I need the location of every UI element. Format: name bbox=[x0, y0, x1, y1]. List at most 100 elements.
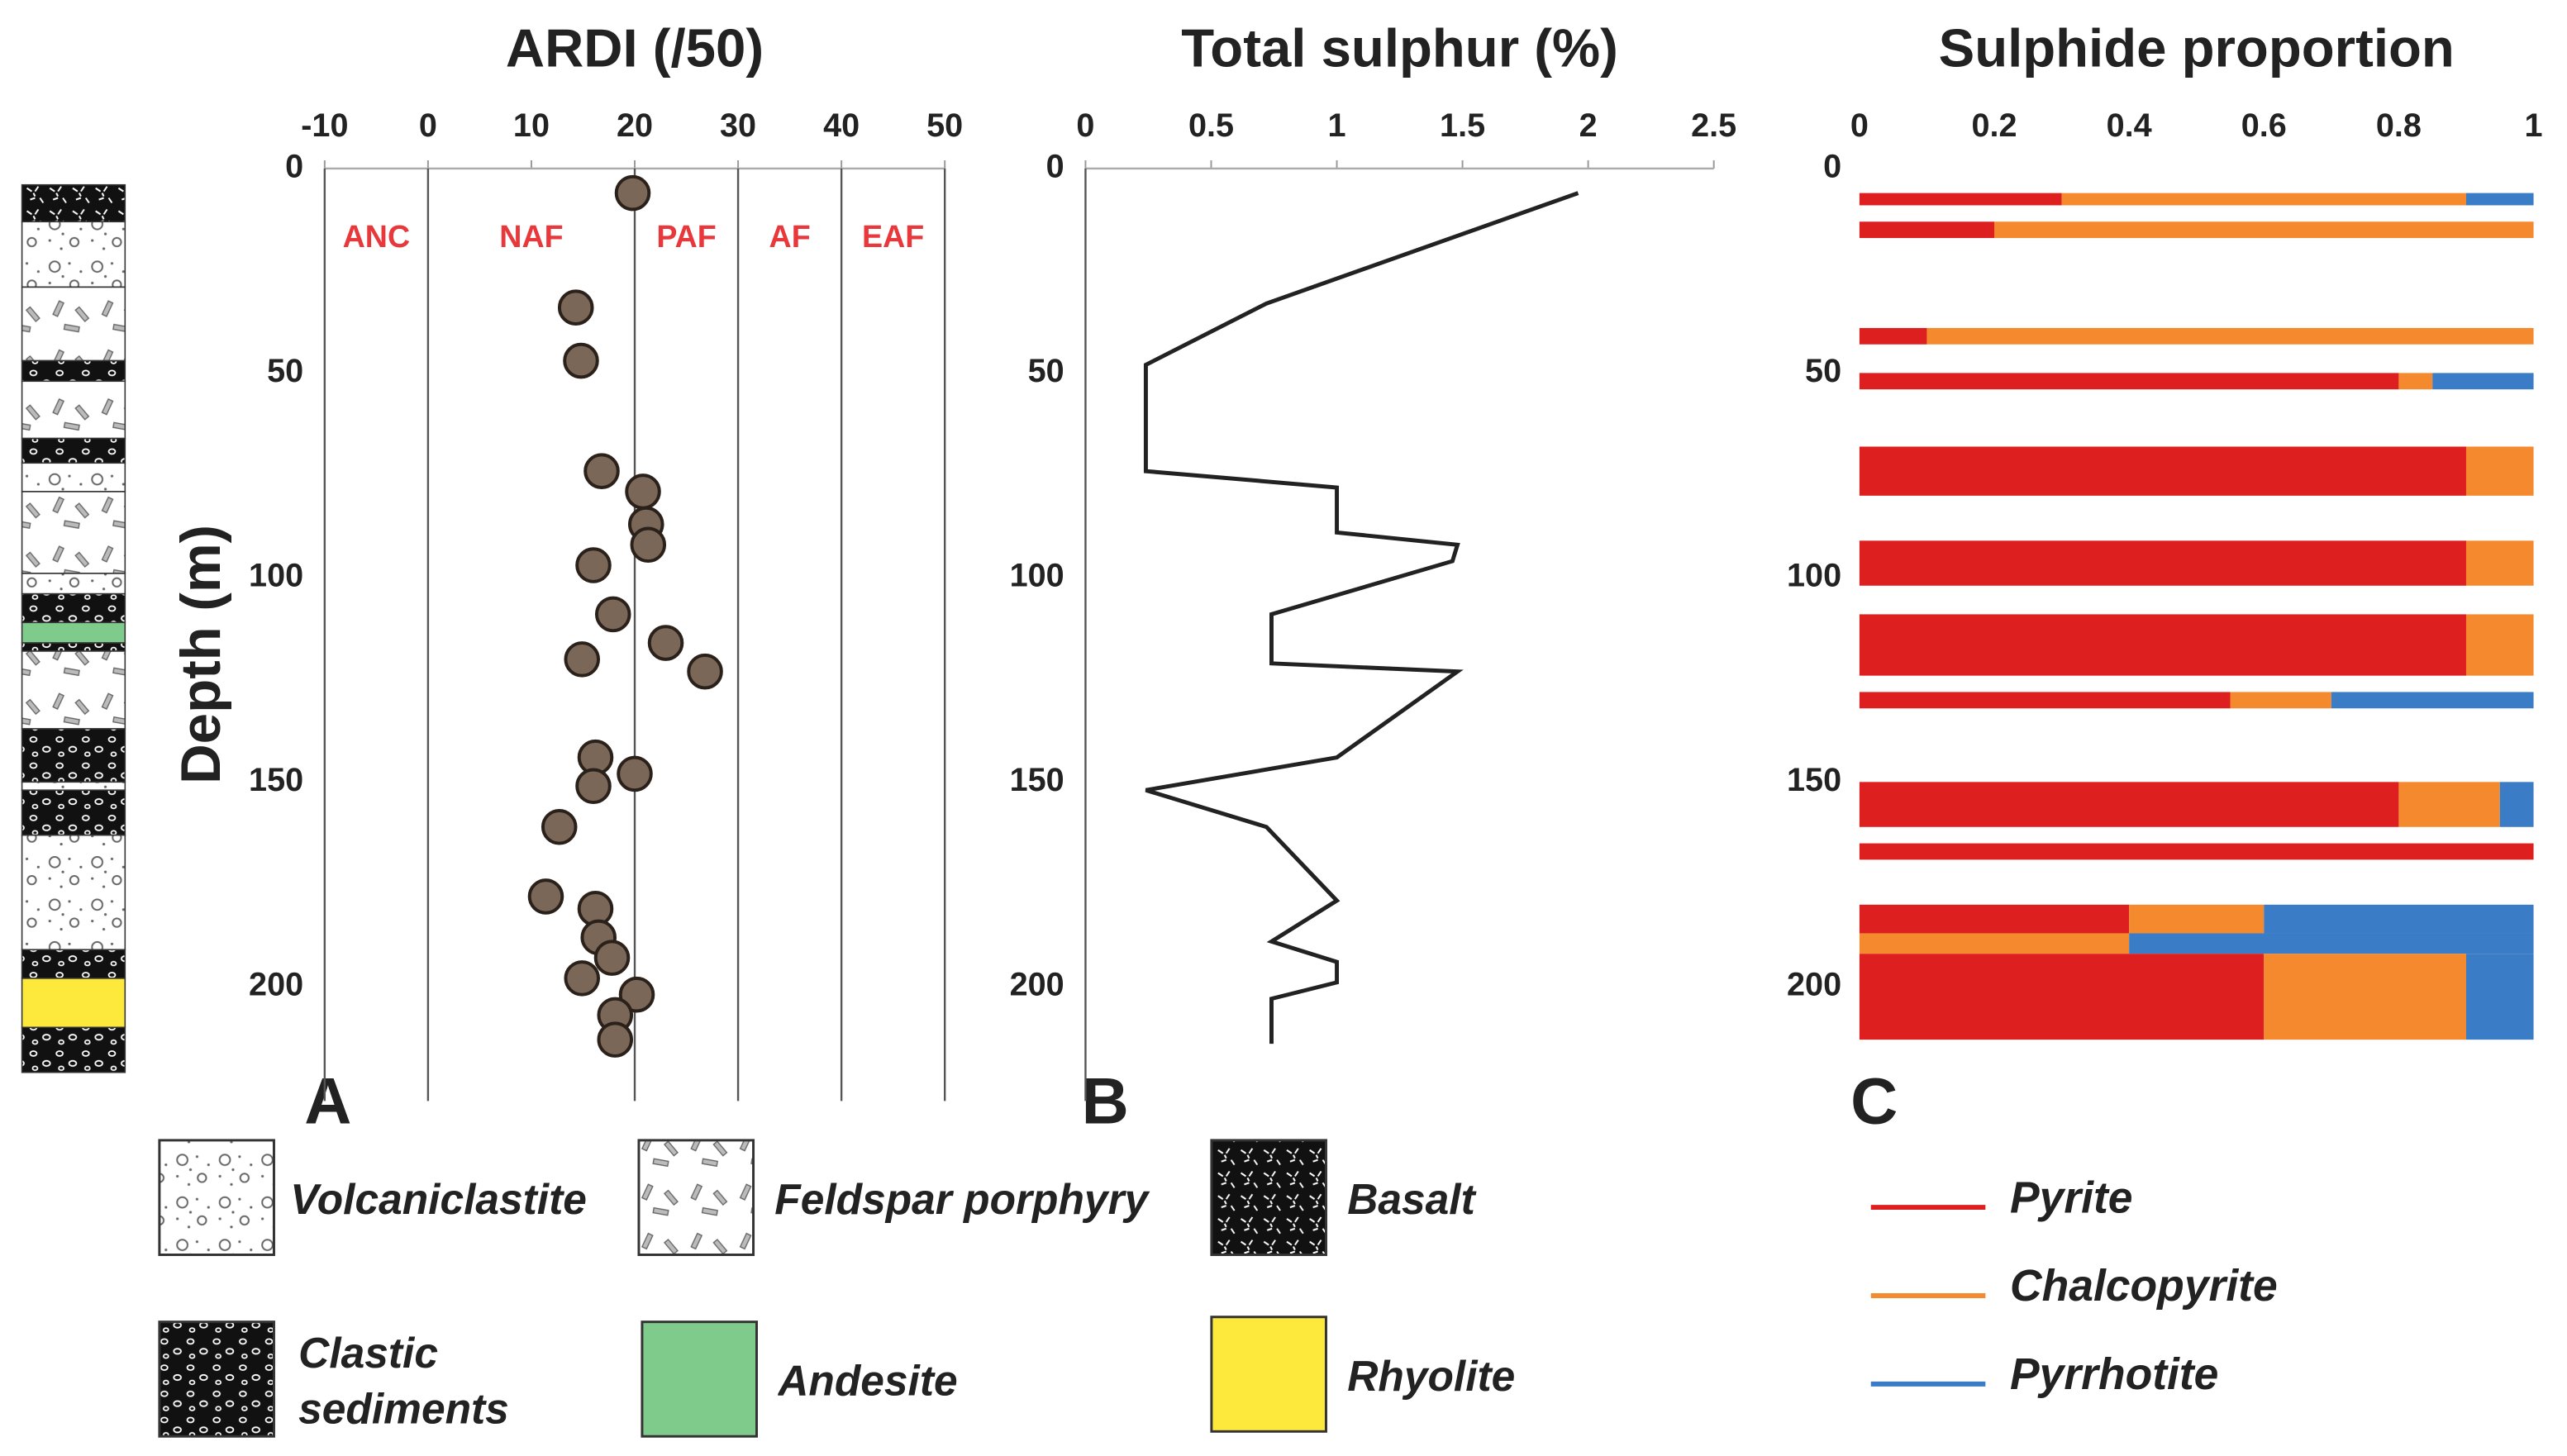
bar-segment bbox=[2129, 933, 2534, 954]
lithology-interval bbox=[21, 789, 126, 836]
bar-segment bbox=[1859, 540, 2466, 586]
data-point bbox=[594, 596, 631, 633]
bar-segment bbox=[1859, 373, 2399, 390]
lithology-interval bbox=[21, 650, 126, 730]
bar-segment bbox=[1859, 327, 1927, 345]
lithology-legend-box bbox=[1210, 1316, 1327, 1433]
data-point bbox=[575, 768, 612, 805]
data-point bbox=[541, 808, 578, 845]
bar-segment bbox=[2465, 540, 2534, 586]
lithology-legend-label: Rhyolite bbox=[1347, 1351, 1516, 1401]
panel-title: ARDI (/50) bbox=[506, 18, 764, 79]
bar-segment bbox=[1926, 327, 2534, 345]
bar-segment bbox=[1859, 446, 2466, 496]
bar-segment bbox=[2398, 782, 2500, 827]
lithology-interval bbox=[21, 949, 126, 979]
data-point bbox=[575, 547, 612, 583]
zone-label: ANC bbox=[343, 219, 410, 254]
y-tick-label: 0 bbox=[1046, 148, 1064, 184]
bar-segment bbox=[2230, 692, 2331, 709]
bar-segment bbox=[2465, 954, 2534, 1040]
y-tick-label: 50 bbox=[1805, 353, 1841, 389]
bar-segment bbox=[1859, 221, 1995, 239]
x-tick-label: 2 bbox=[1579, 107, 1598, 144]
lithology-interval bbox=[21, 978, 126, 1029]
data-point bbox=[564, 641, 601, 678]
x-tick-label: 0 bbox=[1850, 107, 1869, 144]
panel-title: Total sulphur (%) bbox=[1181, 18, 1618, 79]
x-tick-label: 1 bbox=[1328, 107, 1346, 144]
legend-label: Chalcopyrite bbox=[2010, 1262, 2278, 1311]
bar-segment bbox=[2465, 446, 2534, 496]
bar-segment bbox=[1859, 954, 2265, 1040]
y-tick-label: 100 bbox=[249, 557, 303, 593]
data-point bbox=[630, 526, 667, 564]
lithology-interval bbox=[21, 728, 126, 783]
data-point bbox=[557, 289, 594, 326]
bar-segment bbox=[2264, 954, 2466, 1040]
bar-segment bbox=[2465, 193, 2534, 206]
zone-label: EAF bbox=[862, 219, 924, 254]
lithology-interval bbox=[21, 462, 126, 492]
y-tick-label: 100 bbox=[1010, 557, 1064, 593]
bar-segment bbox=[1859, 782, 2399, 827]
y-tick-label: 0 bbox=[1823, 148, 1841, 184]
lithology-interval bbox=[21, 1026, 126, 1073]
legend-label: Pyrrhotite bbox=[2010, 1350, 2218, 1399]
data-point bbox=[563, 342, 599, 379]
x-tick-label: 0 bbox=[419, 107, 437, 144]
lithology-interval bbox=[21, 380, 126, 440]
x-tick-label: 0.2 bbox=[1971, 107, 2017, 144]
lithology-interval bbox=[21, 221, 126, 288]
x-tick-label: 10 bbox=[513, 107, 550, 144]
x-tick-label: -10 bbox=[301, 107, 348, 144]
sulphur-line bbox=[1143, 191, 1579, 1044]
lithology-legend-box bbox=[641, 1320, 758, 1438]
bar-segment bbox=[2432, 373, 2534, 390]
lithology-legend-item: Feldspar porphyry bbox=[774, 1174, 1148, 1223]
y-tick-label: 200 bbox=[1010, 966, 1064, 1002]
data-point bbox=[597, 1021, 634, 1058]
x-tick-label: 30 bbox=[720, 107, 756, 144]
data-point bbox=[527, 878, 564, 915]
panel-letter: A bbox=[304, 1063, 351, 1137]
panel-letter: B bbox=[1082, 1063, 1129, 1137]
y-tick-label: 150 bbox=[249, 762, 303, 798]
lithology-interval bbox=[21, 183, 126, 223]
bar-segment bbox=[2264, 904, 2534, 934]
lithology-legend-box bbox=[158, 1139, 275, 1256]
x-tick-label: 0.5 bbox=[1188, 107, 1234, 144]
y-tick-label: 50 bbox=[1028, 353, 1064, 389]
bar-segment bbox=[2331, 692, 2534, 709]
lithology-legend-label: Clastic sediments bbox=[298, 1328, 509, 1434]
bar-segment bbox=[1859, 904, 2130, 934]
lithology-legend-label: Basalt bbox=[1347, 1174, 1475, 1224]
bar-segment bbox=[2061, 193, 2466, 206]
lithology-interval bbox=[21, 781, 126, 792]
bar-segment bbox=[1859, 843, 2534, 860]
bar-segment bbox=[2398, 373, 2433, 390]
y-tick-label: 200 bbox=[249, 966, 303, 1002]
x-tick-label: 20 bbox=[617, 107, 653, 144]
lithology-legend-box bbox=[1210, 1139, 1327, 1256]
bar-segment bbox=[2465, 614, 2534, 676]
lithology-legend-label: Volcaniclastite bbox=[290, 1174, 587, 1224]
x-tick-label: 0 bbox=[1076, 107, 1094, 144]
data-point bbox=[564, 960, 601, 997]
lithology-interval bbox=[21, 592, 126, 624]
bar-segment bbox=[1859, 933, 2130, 954]
lithology-legend-box bbox=[637, 1139, 755, 1256]
data-point bbox=[583, 453, 620, 489]
panel-letter: C bbox=[1850, 1063, 1898, 1137]
bar-segment bbox=[1859, 692, 2231, 709]
panel-title: Sulphide proportion bbox=[1939, 18, 2455, 79]
lithology-legend-item: Clastic sediments bbox=[298, 1328, 509, 1434]
bar-segment bbox=[2129, 904, 2265, 934]
lithology-legend-item: Volcaniclastite bbox=[290, 1174, 587, 1224]
lithology-legend-item: Andesite bbox=[778, 1356, 957, 1405]
legend-label: Pyrite bbox=[2010, 1173, 2133, 1222]
x-tick-label: 0.6 bbox=[2241, 107, 2287, 144]
lithology-interval bbox=[21, 621, 126, 644]
y-tick-label: 100 bbox=[1787, 557, 1841, 593]
